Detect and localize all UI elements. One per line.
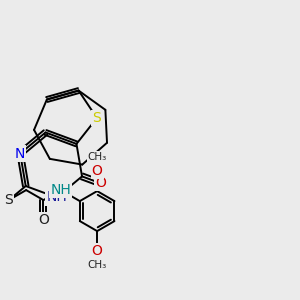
- Text: CH₃: CH₃: [88, 260, 107, 270]
- Text: CH₃: CH₃: [88, 152, 107, 162]
- Text: S: S: [4, 193, 13, 207]
- Text: O: O: [92, 164, 103, 178]
- Text: NH: NH: [50, 183, 71, 197]
- Text: S: S: [92, 111, 101, 125]
- Text: O: O: [38, 213, 49, 227]
- Text: O: O: [95, 176, 106, 190]
- Text: N: N: [15, 146, 26, 161]
- Text: NH: NH: [46, 190, 67, 205]
- Text: O: O: [92, 244, 103, 258]
